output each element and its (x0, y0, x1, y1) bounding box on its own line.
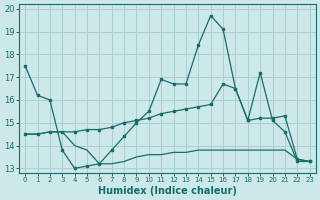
X-axis label: Humidex (Indice chaleur): Humidex (Indice chaleur) (98, 186, 237, 196)
